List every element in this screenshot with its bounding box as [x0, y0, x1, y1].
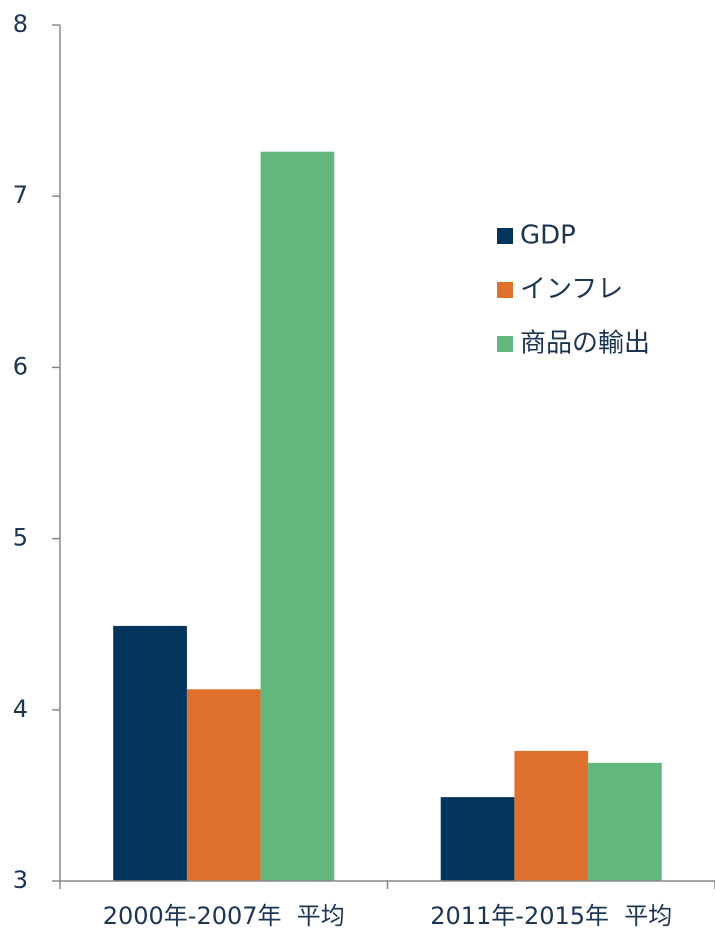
legend-label: GDP — [520, 221, 576, 251]
legend-label: 商品の輸出 — [520, 329, 650, 359]
y-tick-label: 5 — [13, 524, 28, 552]
x-tick-label: 2011年-2015年 平均 — [430, 902, 672, 930]
y-tick-label: 4 — [13, 695, 28, 723]
bar — [514, 750, 589, 881]
y-tick-label: 7 — [13, 181, 28, 209]
x-tick-label: 2000年-2007年 平均 — [103, 902, 345, 930]
y-tick-label: 6 — [13, 352, 28, 380]
bar — [186, 689, 261, 881]
bar — [440, 797, 515, 881]
bar — [113, 625, 187, 881]
bar — [260, 151, 335, 882]
y-tick-label: 3 — [13, 866, 28, 894]
bar — [588, 762, 662, 881]
legend-swatch — [497, 282, 513, 298]
legend-swatch — [497, 336, 513, 352]
legend-swatch — [497, 228, 513, 244]
legend-label: インフレ — [520, 275, 623, 305]
y-tick-label: 8 — [13, 10, 28, 38]
